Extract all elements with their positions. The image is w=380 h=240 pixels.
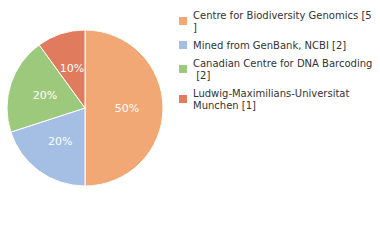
svg-text:Munchen [1]: Munchen [1] — [193, 100, 256, 111]
svg-text:20%: 20% — [48, 135, 72, 148]
svg-text:Centre for Biodiversity Genomi: Centre for Biodiversity Genomics [5 — [193, 10, 372, 21]
svg-text:Canadian Centre for DNA Barcod: Canadian Centre for DNA Barcoding — [193, 58, 372, 69]
svg-text:Mined from GenBank, NCBI [2]: Mined from GenBank, NCBI [2] — [193, 40, 346, 51]
svg-text:Ludwig-Maximilians-Universitat: Ludwig-Maximilians-Universitat — [193, 88, 353, 99]
svg-text:[2]: [2] — [193, 70, 210, 81]
svg-text:10%: 10% — [60, 62, 84, 75]
svg-text:]: ] — [193, 22, 197, 33]
svg-text:20%: 20% — [33, 89, 57, 102]
svg-text:50%: 50% — [115, 102, 139, 115]
